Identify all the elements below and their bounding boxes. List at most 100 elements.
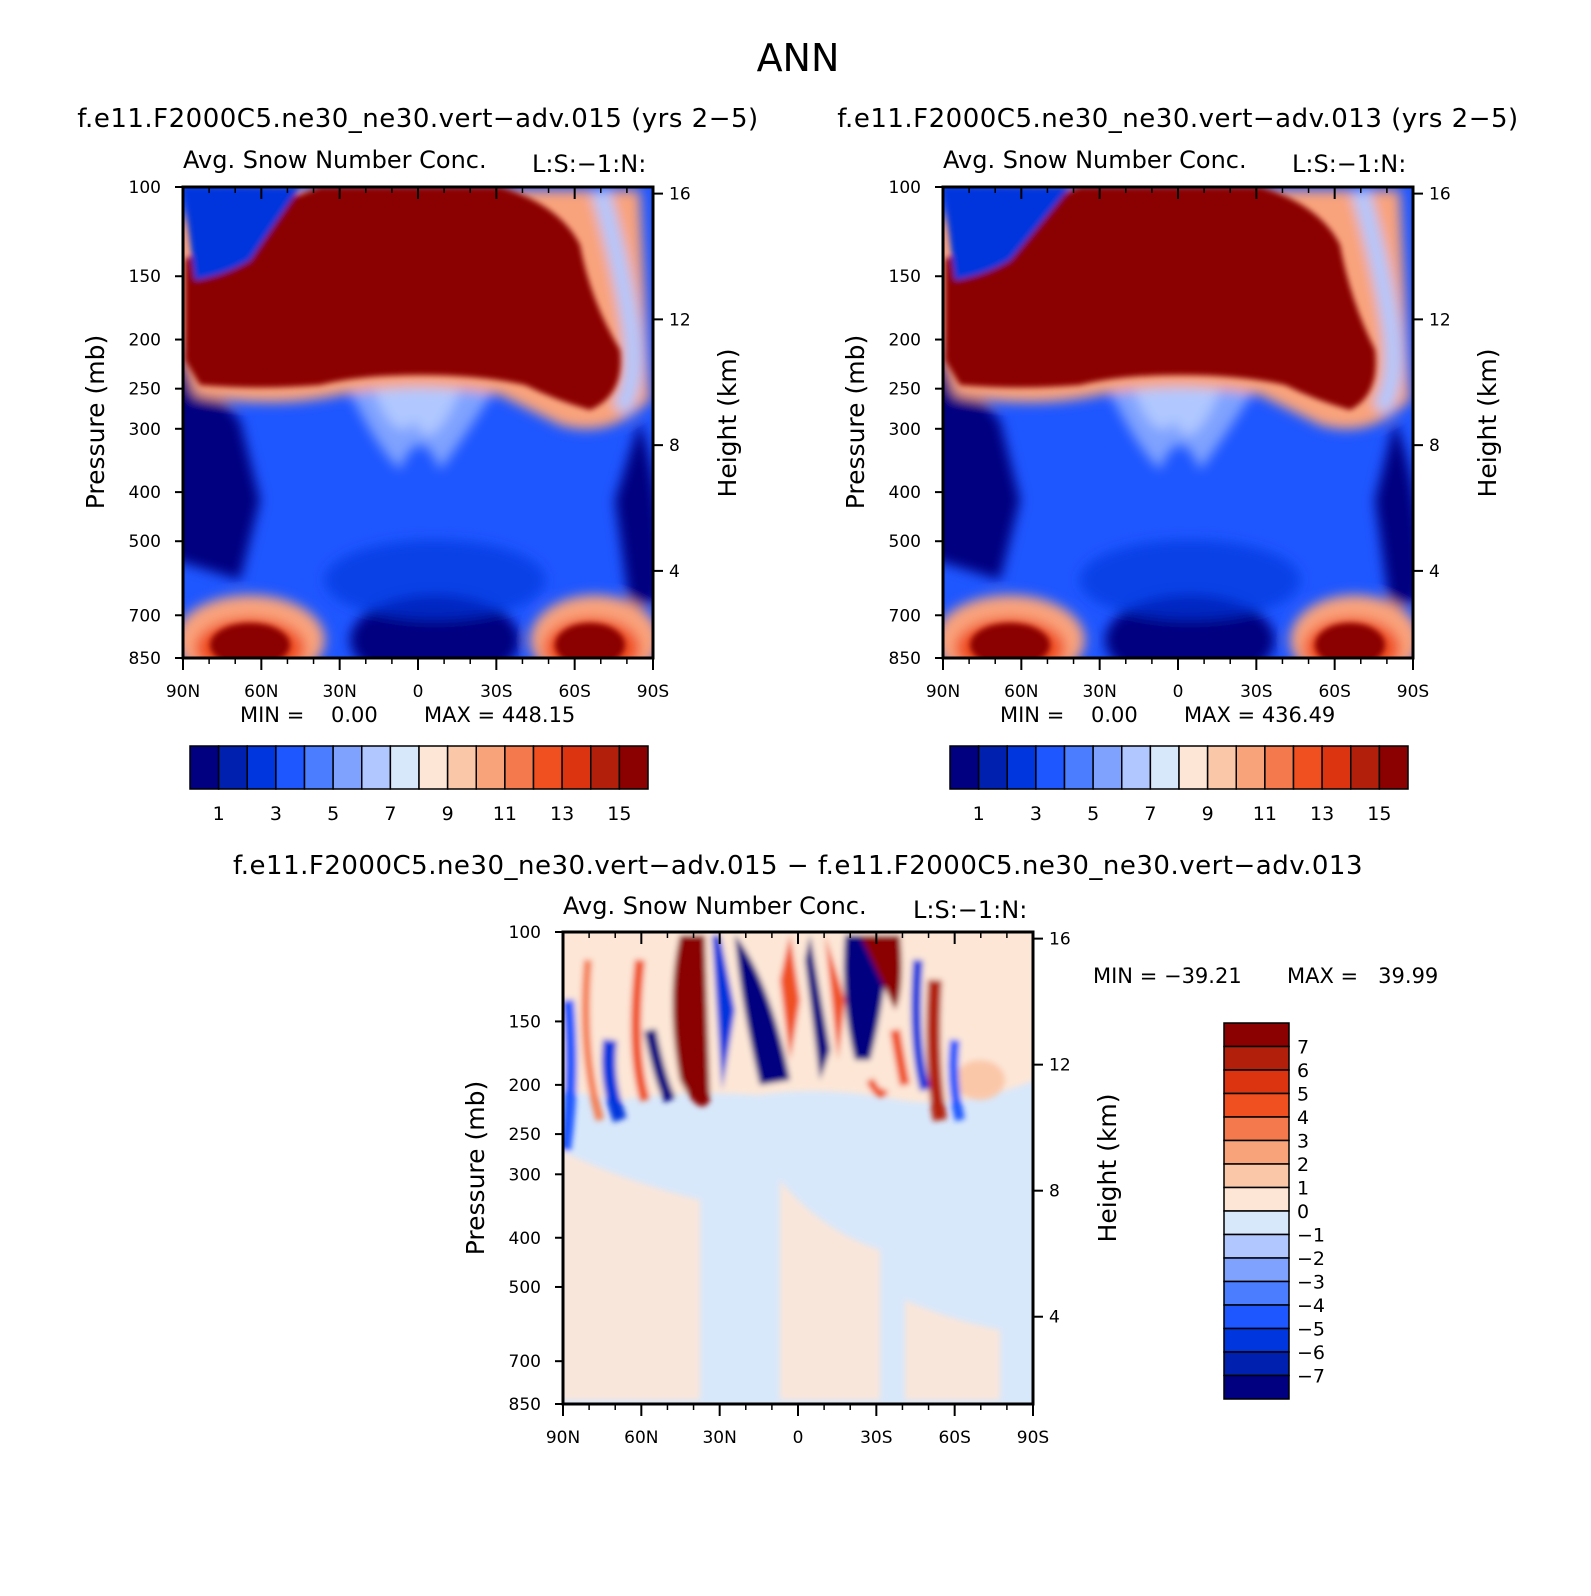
colorbar-box — [561, 745, 592, 790]
lat-tick-label: 0 — [413, 682, 424, 702]
colorbar-box — [246, 745, 277, 790]
pressure-tick-label: 300 — [509, 1165, 541, 1185]
colorbar-label: 7 — [1144, 803, 1156, 825]
colorbar-label: 1 — [213, 803, 225, 825]
height-tick-label: 8 — [1049, 1182, 1060, 1202]
colorbar-box — [1223, 1069, 1290, 1095]
colorbar-label: 1 — [1297, 1178, 1309, 1200]
colorbar-label: 13 — [1310, 803, 1334, 825]
colorbar-label: 3 — [1297, 1131, 1309, 1153]
colorbar-label: 2 — [1297, 1154, 1309, 1176]
colorbar-label: 0 — [1297, 1201, 1309, 1223]
pressure-tick-label: 700 — [509, 1352, 541, 1372]
colorbar-box — [1264, 745, 1295, 790]
pressure-tick-label: 200 — [509, 1076, 541, 1096]
panel-test-field — [183, 187, 653, 658]
panel-difference-ylabel: Pressure (mb) — [461, 1081, 490, 1255]
lat-tick-label: 30S — [860, 1428, 892, 1448]
colorbar-label: 7 — [384, 803, 396, 825]
colorbar-label: 11 — [1253, 803, 1277, 825]
panel-difference-title: f.e11.F2000C5.ne30_ne30.vert−adv.015 − f… — [233, 851, 1363, 881]
pressure-tick-label: 250 — [509, 1125, 541, 1145]
colorbar-box — [949, 745, 980, 790]
colorbar-label: 6 — [1297, 1060, 1309, 1082]
colorbar-label: 5 — [1297, 1084, 1309, 1106]
colorbar-box — [590, 745, 621, 790]
height-tick-label: 4 — [1049, 1308, 1060, 1328]
colorbar-box — [1223, 1304, 1290, 1330]
panel-control-max: MAX = 436.49 — [1184, 703, 1335, 727]
colorbar-box — [618, 745, 649, 790]
panel-test-case-title: f.e11.F2000C5.ne30_ne30.vert−adv.015 (yr… — [77, 104, 758, 134]
colorbar-box — [1223, 1163, 1290, 1189]
pressure-tick-label: 150 — [509, 1012, 541, 1032]
panel-control-field — [943, 187, 1413, 658]
colorbar-label: 3 — [270, 803, 282, 825]
colorbar-label: −3 — [1297, 1272, 1325, 1294]
pressure-tick-label: 400 — [889, 483, 921, 503]
pressure-tick-label: 100 — [129, 178, 161, 198]
panel-difference-max: MAX = 39.99 — [1287, 964, 1438, 988]
colorbar-box — [1223, 1186, 1290, 1212]
lat-tick-label: 30N — [1082, 682, 1116, 702]
lat-tick-label: 30S — [480, 682, 512, 702]
colorbar-label: 4 — [1297, 1107, 1309, 1129]
colorbar-label: 9 — [1202, 803, 1214, 825]
lat-tick-label: 90S — [637, 682, 669, 702]
panel-control-ylabel: Pressure (mb) — [841, 335, 870, 509]
lat-tick-label: 30S — [1240, 682, 1272, 702]
pressure-tick-label: 500 — [889, 532, 921, 552]
colorbar-label: 3 — [1030, 803, 1042, 825]
colorbar-box — [303, 745, 334, 790]
colorbar-box — [1006, 745, 1037, 790]
colorbar-box — [1223, 1092, 1290, 1118]
colorbar-box — [1149, 745, 1180, 790]
colorbar-box — [1292, 745, 1323, 790]
pressure-tick-label: 850 — [889, 649, 921, 669]
lat-tick-label: 60S — [1318, 682, 1350, 702]
colorbar-box — [1063, 745, 1094, 790]
pressure-tick-label: 850 — [129, 649, 161, 669]
panel-test-min: MIN = 0.00 — [240, 703, 378, 727]
pressure-tick-label: 400 — [509, 1229, 541, 1249]
lat-tick-label: 90N — [926, 682, 960, 702]
pressure-tick-label: 850 — [509, 1395, 541, 1415]
colorbar-box — [446, 745, 477, 790]
pressure-tick-label: 200 — [889, 331, 921, 351]
panel-test-variable-title: Avg. Snow Number Conc. — [183, 146, 487, 174]
lat-tick-label: 90S — [1017, 1428, 1049, 1448]
pressure-tick-label: 400 — [129, 483, 161, 503]
colorbar-box — [977, 745, 1008, 790]
colorbar-box — [1235, 745, 1266, 790]
pressure-tick-label: 500 — [509, 1278, 541, 1298]
lat-tick-label: 30N — [322, 682, 356, 702]
pressure-tick-label: 150 — [129, 267, 161, 287]
pressure-tick-label: 200 — [129, 331, 161, 351]
panel-test-max: MAX = 448.15 — [424, 703, 575, 727]
lat-tick-label: 60N — [1004, 682, 1038, 702]
pressure-tick-label: 300 — [889, 420, 921, 440]
lat-tick-label: 60N — [624, 1428, 658, 1448]
colorbar-box — [189, 745, 220, 790]
colorbar-box — [217, 745, 248, 790]
season-title: ANN — [757, 36, 840, 80]
colorbar-label: 11 — [493, 803, 517, 825]
pressure-tick-label: 100 — [889, 178, 921, 198]
panel-difference-axes: 100 150 200 250 300 400 500 700 850 16 12 8 4 90N 60N 3… — [509, 923, 1071, 1448]
colorbar-box — [1223, 1374, 1290, 1400]
colorbar-box — [1223, 1233, 1290, 1259]
colorbar-box — [1223, 1280, 1290, 1306]
colorbar-box — [1378, 745, 1409, 790]
colorbar-box — [1223, 1116, 1290, 1142]
colorbar-label: 7 — [1297, 1037, 1309, 1059]
colorbar-box — [504, 745, 535, 790]
lat-tick-label: 90N — [166, 682, 200, 702]
panel-control-colorbar: 1 3 5 7 9 11 13 15 — [949, 745, 1409, 825]
colorbar-label: 13 — [550, 803, 574, 825]
colorbar-label: 15 — [607, 803, 631, 825]
height-tick-label: 4 — [1429, 562, 1440, 582]
panel-difference: f.e11.F2000C5.ne30_ne30.vert−adv.015 − f… — [233, 851, 1438, 1448]
panel-test: f.e11.F2000C5.ne30_ne30.vert−adv.015 (yr… — [77, 104, 758, 825]
panel-test-y2label: Height (km) — [713, 349, 742, 498]
